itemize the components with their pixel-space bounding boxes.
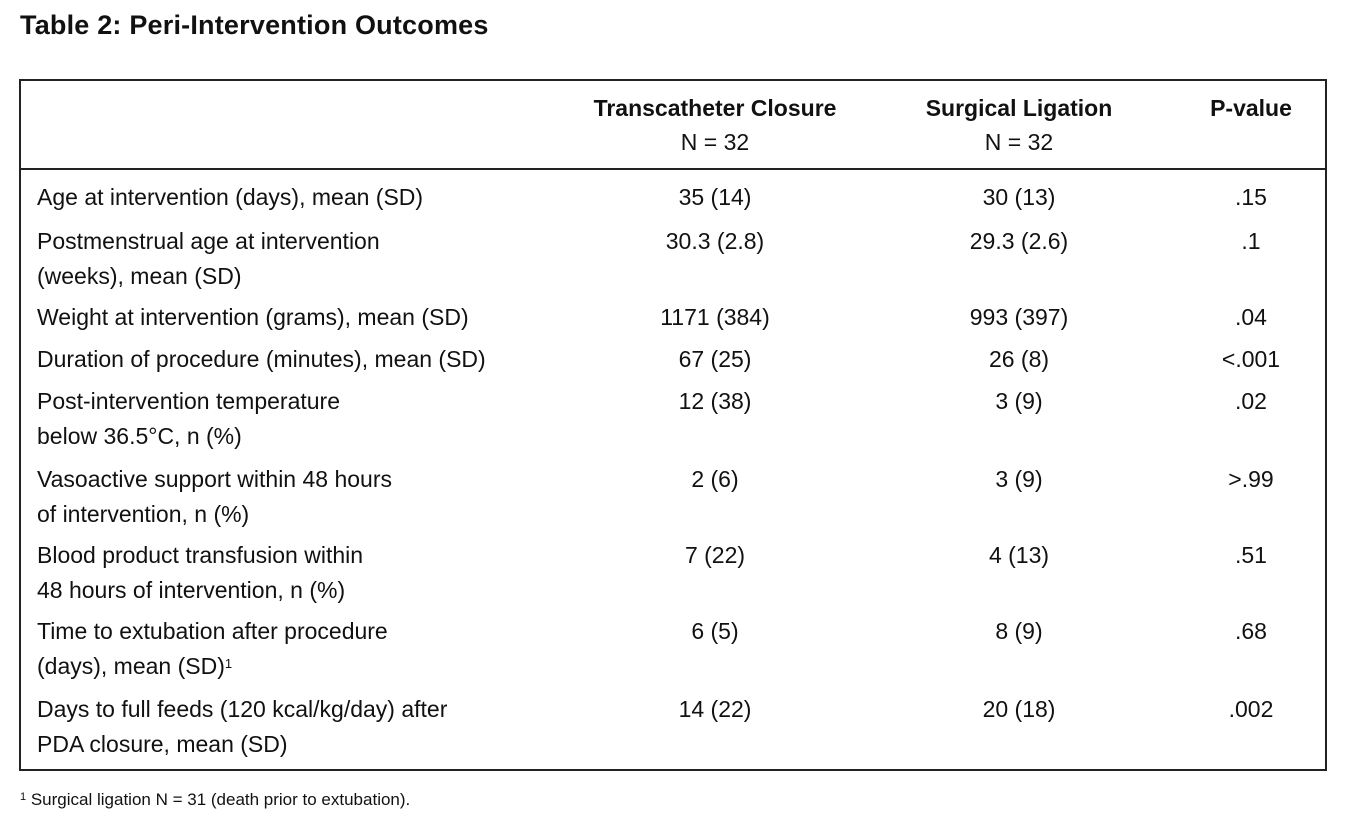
row-label-line: Duration of procedure (minutes), mean (S… bbox=[37, 346, 486, 372]
row-label-line: Vasoactive support within 48 hours bbox=[37, 466, 392, 492]
row-label-line: Post-intervention temperature bbox=[37, 388, 340, 414]
cell-surgical: 20 (18) bbox=[982, 696, 1056, 722]
row-label: Postmenstrual age at intervention (weeks… bbox=[37, 224, 577, 294]
cell-p-value: .1 bbox=[1241, 228, 1261, 254]
cell-p-value: .15 bbox=[1235, 184, 1267, 210]
column-header-surgical: Surgical Ligation N = 32 bbox=[891, 91, 1147, 159]
row-label-line: Postmenstrual age at intervention bbox=[37, 228, 380, 254]
cell-transcatheter: 1171 (384) bbox=[660, 304, 770, 330]
column-header-n: N = 32 bbox=[680, 129, 750, 155]
cell-surgical: 3 (9) bbox=[995, 466, 1043, 492]
row-label: Time to extubation after procedure (days… bbox=[37, 614, 577, 684]
footnote-marker: 1 bbox=[20, 791, 27, 803]
row-label: Duration of procedure (minutes), mean (S… bbox=[37, 342, 577, 377]
cell-transcatheter: 7 (22) bbox=[684, 542, 746, 568]
cell-surgical: 29.3 (2.6) bbox=[969, 228, 1069, 254]
cell-p-value: .002 bbox=[1228, 696, 1274, 722]
row-label: Post-intervention temperature below 36.5… bbox=[37, 384, 577, 454]
row-label-line: PDA closure, mean (SD) bbox=[37, 731, 288, 757]
cell-surgical: 993 (397) bbox=[969, 304, 1069, 330]
row-label-text: (days), mean (SD) bbox=[37, 653, 225, 679]
row-label: Blood product transfusion within 48 hour… bbox=[37, 538, 577, 608]
row-label-line: (weeks), mean (SD) bbox=[37, 263, 242, 289]
row-label-line: below 36.5°C, n (%) bbox=[37, 423, 242, 449]
table-footnote: 1 Surgical ligation N = 31 (death prior … bbox=[20, 790, 410, 810]
row-label: Days to full feeds (120 kcal/kg/day) aft… bbox=[37, 692, 577, 762]
cell-transcatheter: 35 (14) bbox=[678, 184, 752, 210]
cell-transcatheter: 12 (38) bbox=[678, 388, 752, 414]
footnote-marker: 1 bbox=[224, 656, 233, 671]
column-header-n: N = 32 bbox=[984, 129, 1054, 155]
row-label-line: of intervention, n (%) bbox=[37, 501, 250, 527]
column-header-p-value: P-value bbox=[1171, 91, 1331, 125]
footnote-text: Surgical ligation N = 31 (death prior to… bbox=[26, 790, 411, 809]
row-label-line: 48 hours of intervention, n (%) bbox=[37, 577, 346, 603]
row-label-line: Age at intervention (days), mean (SD) bbox=[37, 184, 424, 210]
cell-surgical: 26 (8) bbox=[988, 346, 1050, 372]
row-label-line: Weight at intervention (grams), mean (SD… bbox=[37, 304, 469, 330]
column-header-label: Transcatheter Closure bbox=[593, 95, 837, 121]
cell-transcatheter: 67 (25) bbox=[678, 346, 752, 372]
cell-surgical: 8 (9) bbox=[995, 618, 1043, 644]
cell-transcatheter: 2 (6) bbox=[691, 466, 739, 492]
column-header-label: P-value bbox=[1210, 95, 1292, 121]
cell-transcatheter: 6 (5) bbox=[691, 618, 739, 644]
cell-p-value: >.99 bbox=[1228, 466, 1274, 492]
cell-p-value: .51 bbox=[1235, 542, 1267, 568]
cell-surgical: 30 (13) bbox=[982, 184, 1056, 210]
table-title: Table 2: Peri-Intervention Outcomes bbox=[20, 10, 489, 40]
header-divider bbox=[21, 168, 1325, 170]
row-label-line: Days to full feeds (120 kcal/kg/day) aft… bbox=[37, 696, 448, 722]
column-header-transcatheter: Transcatheter Closure N = 32 bbox=[586, 91, 844, 159]
cell-transcatheter: 14 (22) bbox=[678, 696, 752, 722]
cell-p-value: .04 bbox=[1235, 304, 1267, 330]
cell-p-value: .68 bbox=[1235, 618, 1267, 644]
cell-transcatheter: 30.3 (2.8) bbox=[665, 228, 765, 254]
row-label-line: Blood product transfusion within bbox=[37, 542, 364, 568]
cell-surgical: 4 (13) bbox=[988, 542, 1050, 568]
row-label-line: Time to extubation after procedure bbox=[37, 618, 388, 644]
cell-surgical: 3 (9) bbox=[995, 388, 1043, 414]
row-label-line: (days), mean (SD)1 bbox=[37, 649, 577, 684]
cell-p-value: <.001 bbox=[1221, 346, 1281, 372]
row-label: Vasoactive support within 48 hours of in… bbox=[37, 462, 577, 532]
column-header-label: Surgical Ligation bbox=[925, 95, 1113, 121]
cell-p-value: .02 bbox=[1235, 388, 1267, 414]
outcomes-table: Transcatheter Closure N = 32 Surgical Li… bbox=[19, 79, 1327, 771]
row-label: Weight at intervention (grams), mean (SD… bbox=[37, 300, 577, 335]
row-label: Age at intervention (days), mean (SD) bbox=[37, 180, 577, 215]
